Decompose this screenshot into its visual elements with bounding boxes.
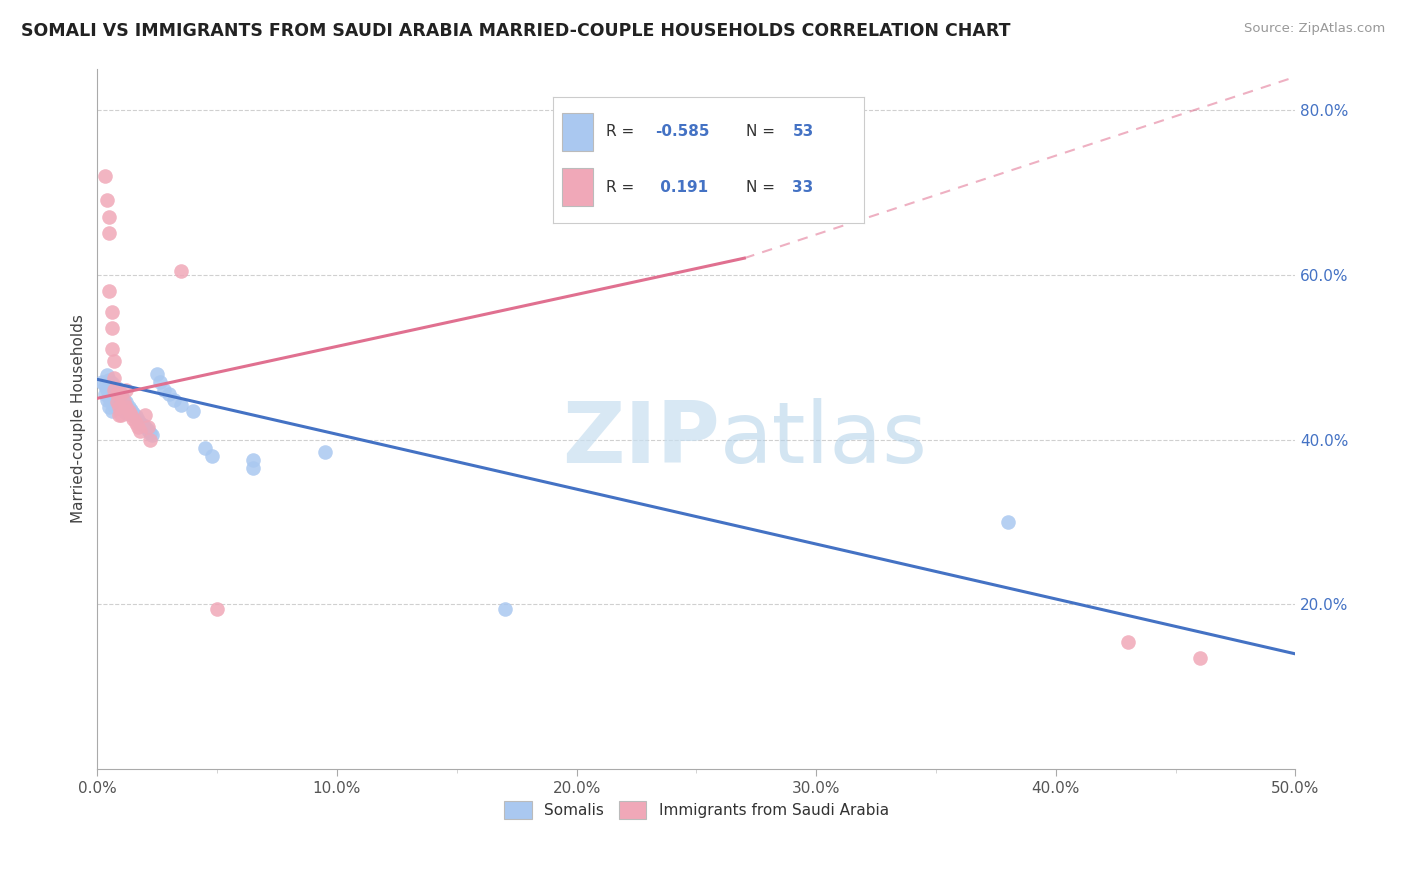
Point (98, 373, 121, 387)
Point (149, 375, 172, 389)
Point (100, 321, 122, 335)
Point (96, 392, 118, 407)
Point (1116, 634, 1139, 648)
Point (139, 425, 162, 440)
Text: ZIP: ZIP (562, 399, 720, 482)
Point (136, 423, 159, 437)
Point (100, 304, 122, 318)
Point (117, 400, 139, 414)
Point (134, 420, 156, 434)
Point (170, 263, 193, 277)
Point (117, 403, 139, 417)
Point (110, 398, 132, 412)
Point (139, 433, 162, 447)
Point (112, 403, 135, 417)
Point (205, 601, 228, 615)
Point (108, 408, 131, 422)
Point (997, 515, 1019, 529)
Point (103, 379, 125, 393)
Point (108, 395, 131, 409)
Legend: Somalis, Immigrants from Saudi Arabia: Somalis, Immigrants from Saudi Arabia (498, 795, 894, 825)
Point (110, 408, 132, 422)
Point (98, 210, 121, 224)
Point (91, 375, 114, 389)
Point (125, 409, 148, 424)
Point (125, 416, 148, 430)
Point (112, 392, 135, 407)
Point (181, 403, 204, 417)
Point (103, 387, 125, 401)
Point (96, 383, 118, 397)
Point (115, 400, 138, 414)
Point (120, 408, 142, 422)
Point (127, 413, 149, 427)
Point (96, 194, 118, 208)
Point (129, 424, 152, 438)
Text: atlas: atlas (720, 399, 928, 482)
Point (163, 392, 186, 407)
Point (122, 406, 145, 420)
Point (242, 461, 264, 475)
Point (98, 400, 121, 414)
Point (112, 395, 135, 409)
Point (100, 384, 122, 399)
Point (103, 370, 125, 384)
Point (100, 403, 122, 417)
Point (96, 368, 118, 383)
Point (93, 169, 115, 183)
Point (100, 376, 122, 391)
Point (146, 367, 169, 381)
Point (93, 387, 115, 401)
Y-axis label: Married-couple Households: Married-couple Households (72, 315, 86, 524)
Point (115, 395, 138, 409)
Point (242, 453, 264, 467)
Point (120, 402, 142, 417)
Point (115, 406, 138, 420)
Point (105, 395, 128, 409)
Point (110, 387, 132, 401)
Point (108, 384, 131, 399)
Text: SOMALI VS IMMIGRANTS FROM SAUDI ARABIA MARRIED-COUPLE HOUSEHOLDS CORRELATION CHA: SOMALI VS IMMIGRANTS FROM SAUDI ARABIA M… (21, 22, 1011, 40)
Point (105, 381, 128, 395)
Point (100, 395, 122, 409)
Point (157, 387, 180, 401)
Point (136, 420, 159, 434)
Point (103, 398, 125, 412)
Point (314, 445, 336, 459)
Point (98, 284, 121, 298)
Point (134, 408, 156, 422)
Point (153, 383, 176, 397)
Point (105, 392, 128, 406)
Point (103, 383, 125, 397)
Text: Source: ZipAtlas.com: Source: ZipAtlas.com (1244, 22, 1385, 36)
Point (100, 342, 122, 356)
Point (132, 417, 155, 432)
Point (98, 227, 121, 241)
Point (105, 401, 128, 416)
Point (127, 420, 149, 434)
Point (129, 416, 152, 430)
Point (194, 441, 217, 455)
Point (98, 392, 121, 406)
Point (494, 601, 516, 615)
Point (201, 449, 224, 463)
Point (105, 387, 128, 401)
Point (122, 412, 145, 426)
Point (1188, 651, 1211, 665)
Point (170, 398, 193, 412)
Point (141, 428, 163, 442)
Point (98, 381, 121, 395)
Point (110, 387, 132, 401)
Point (108, 400, 131, 414)
Point (93, 379, 115, 393)
Point (103, 354, 125, 368)
Point (115, 383, 138, 397)
